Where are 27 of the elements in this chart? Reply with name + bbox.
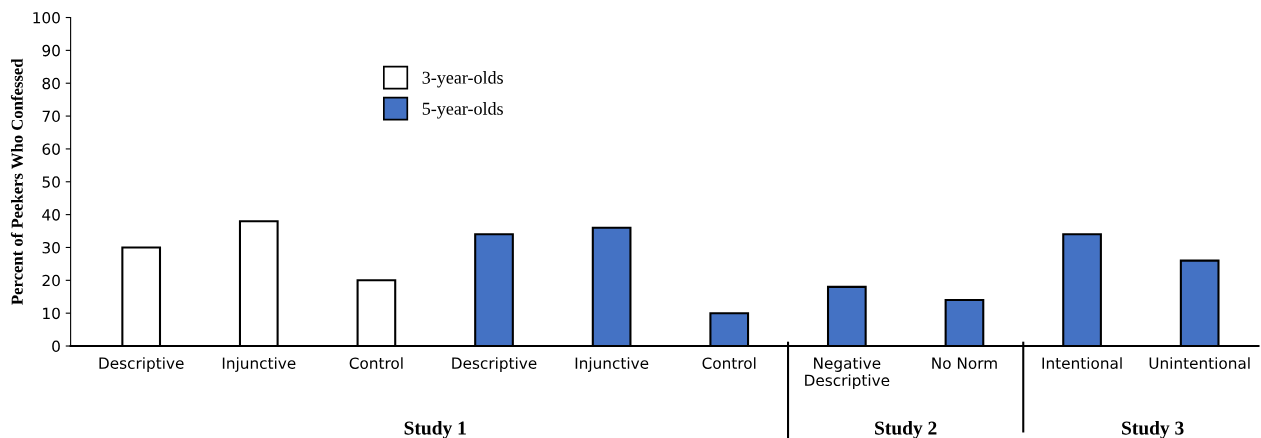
y-tick-label: 40 bbox=[42, 209, 60, 221]
y-tick-label: 10 bbox=[43, 307, 60, 320]
text: Study 3 bbox=[1122, 420, 1184, 438]
y-tick-label: 0 bbox=[52, 340, 60, 353]
x-tick-label: Control bbox=[349, 357, 403, 369]
x-tick-label: Negative Descriptive bbox=[805, 357, 890, 390]
y-tick-label: 30 bbox=[42, 241, 60, 254]
y-tick-label: 60 bbox=[42, 143, 60, 155]
y-tick-label: 50 bbox=[42, 176, 60, 188]
x-tick-label: No Norm bbox=[932, 357, 997, 369]
x-tick-label: Intentional bbox=[1042, 357, 1122, 369]
x-tick-label: Injunctive bbox=[222, 357, 296, 372]
x-tick-label: Injunctive bbox=[575, 357, 649, 372]
y-tick-label: 90 bbox=[42, 44, 60, 57]
y-tick-label: 80 bbox=[42, 77, 60, 90]
x-tick-label: Descriptive bbox=[452, 357, 537, 372]
y-tick-label: 20 bbox=[42, 274, 60, 287]
legend-label: 5-year-olds bbox=[422, 102, 503, 119]
x-tick-label: Unintentional bbox=[1149, 357, 1250, 369]
legend-label: 3-year-olds bbox=[422, 71, 503, 88]
text: Study 2 bbox=[875, 420, 937, 438]
x-tick-label: Control bbox=[702, 357, 756, 369]
y-axis-title: Percent of Peekers Who Confessed bbox=[10, 58, 23, 305]
x-tick-label: Descriptive bbox=[99, 357, 184, 372]
y-tick-label: 70 bbox=[42, 110, 60, 123]
text: Study 1 bbox=[404, 420, 466, 438]
y-tick-label: 100 bbox=[33, 11, 60, 24]
